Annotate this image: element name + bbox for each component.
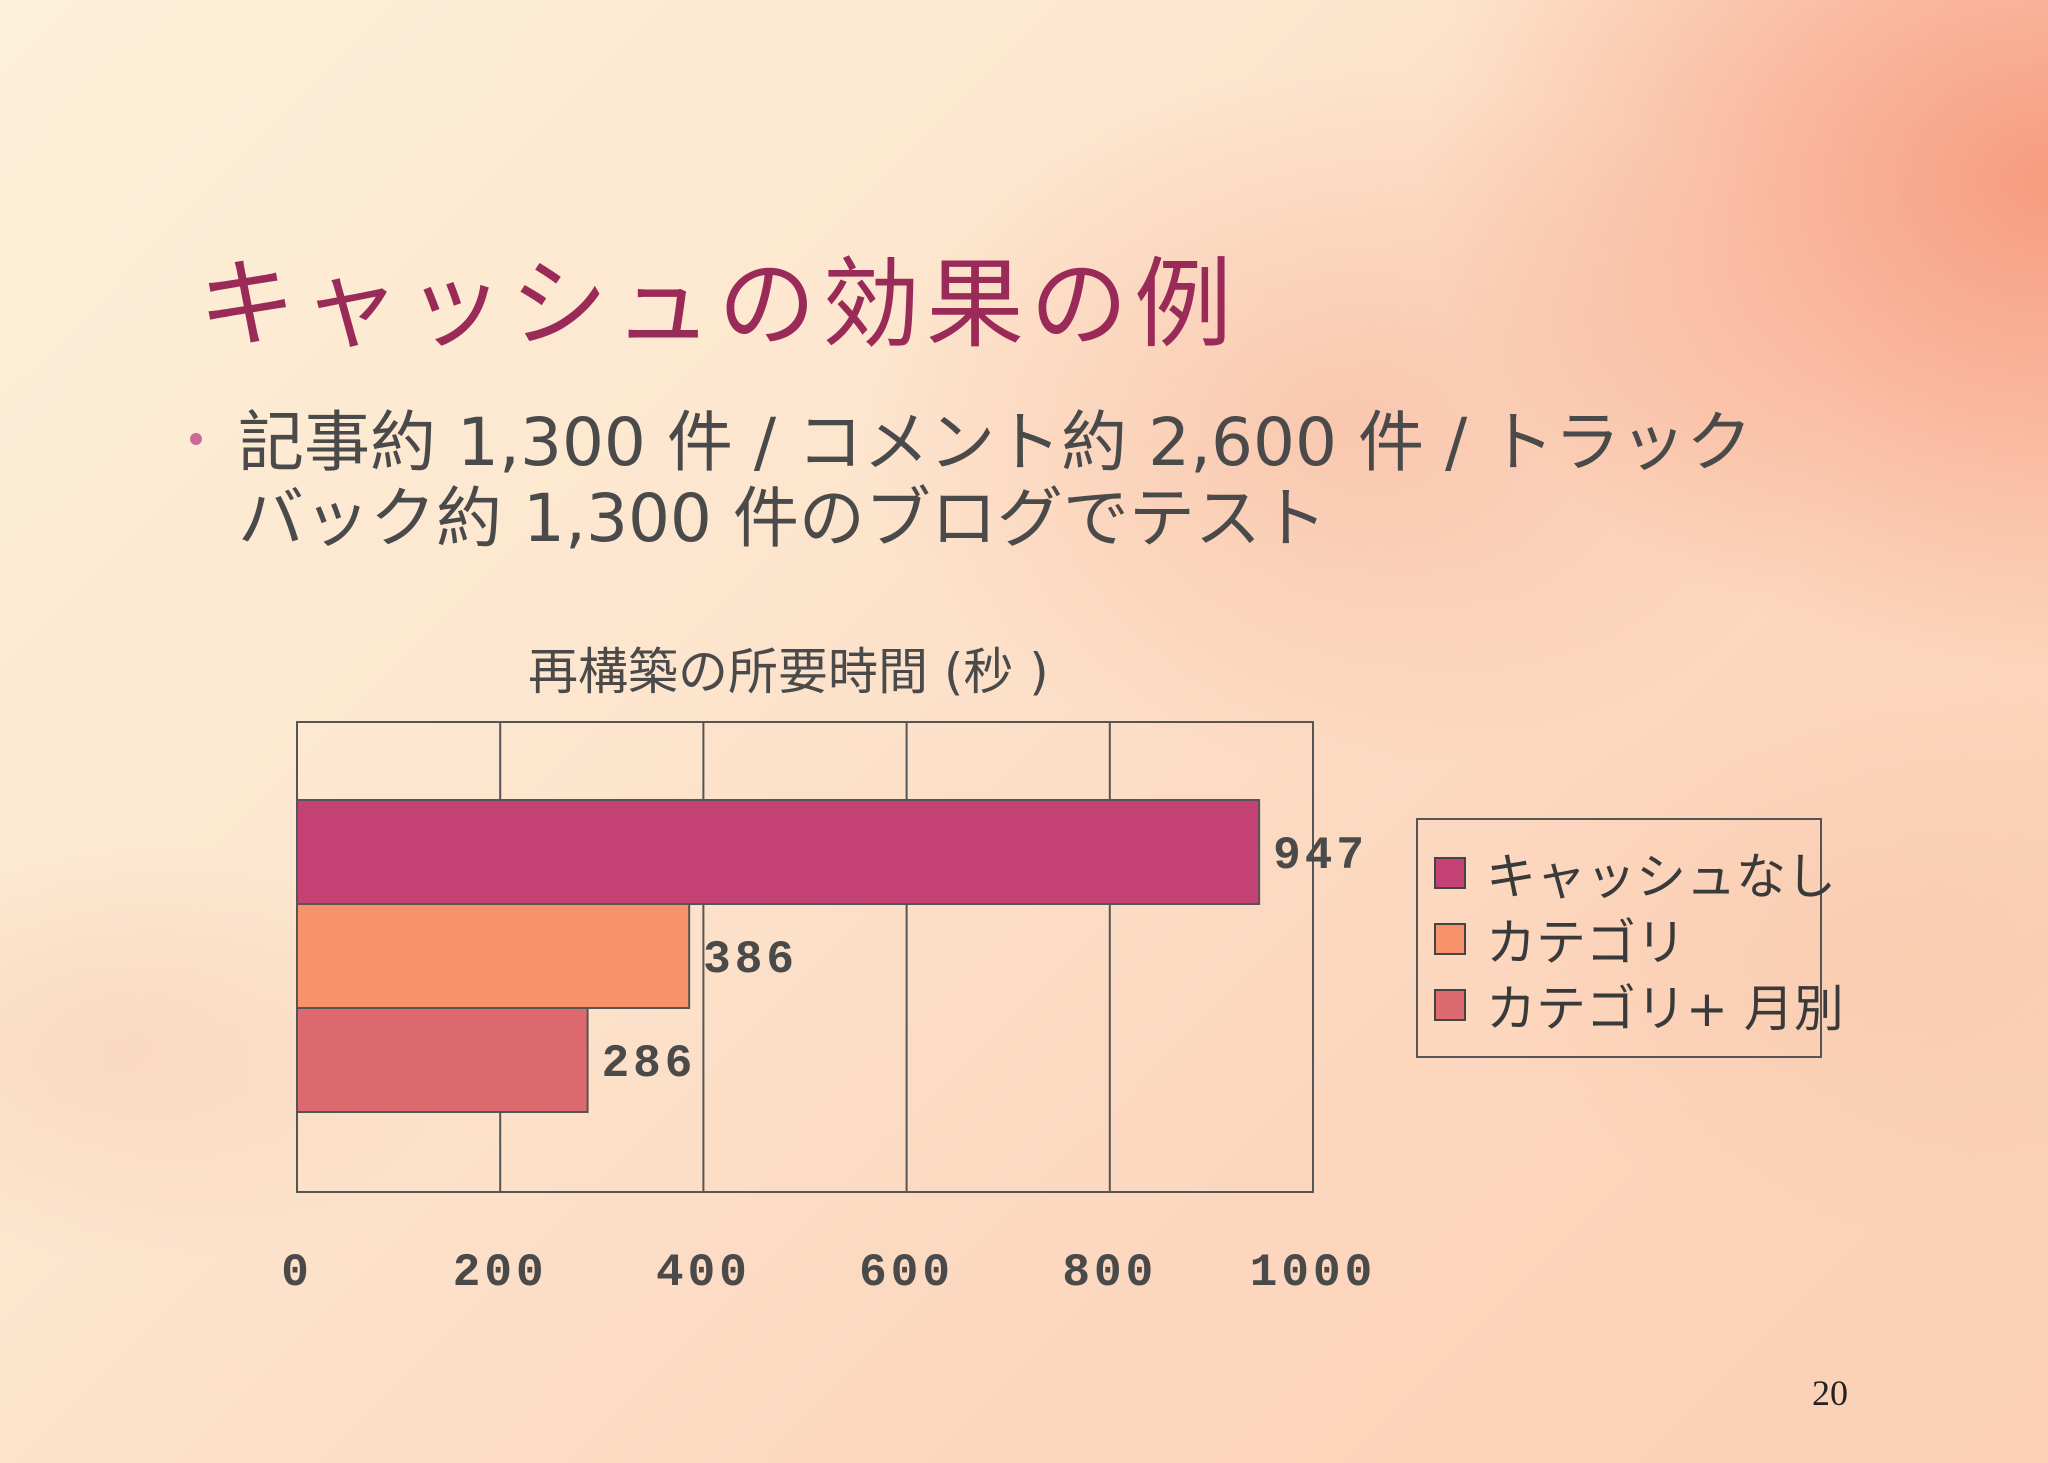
slide-title: キャッシュの効果の例 — [198, 248, 1239, 362]
chart-frame — [296, 721, 1314, 1193]
x-tick-label: 400 — [656, 1247, 751, 1299]
legend-swatch — [1434, 989, 1466, 1021]
bar — [296, 903, 691, 1009]
bar — [296, 799, 1261, 905]
page-number: 20 — [1812, 1373, 1848, 1413]
legend-item: キャッシュなし — [1434, 843, 1836, 906]
legend-swatch — [1434, 857, 1466, 889]
x-tick-label: 1000 — [1250, 1247, 1376, 1299]
chart-x-ticks: 0 200 400 600 800 1000 — [281, 1247, 1376, 1299]
legend-label: キャッシュなし — [1486, 848, 1836, 906]
bullet-list: 記事約 1,300 件 / コメント約 2,600 件 / トラックバック約 1… — [190, 405, 1790, 557]
legend-label: カテゴリ+ 月別 — [1486, 980, 1844, 1038]
legend-item: カテゴリ+ 月別 — [1434, 975, 1844, 1038]
bar-value-label: 947 — [1273, 830, 1368, 882]
bullet-text: 記事約 1,300 件 / コメント約 2,600 件 / トラックバック約 1… — [238, 404, 1753, 557]
plot-area-border — [296, 721, 1314, 1193]
x-tick-label: 600 — [859, 1247, 954, 1299]
legend-item: カテゴリ — [1434, 909, 1686, 972]
bar-value-label: 386 — [703, 934, 798, 986]
x-tick-label: 800 — [1062, 1247, 1157, 1299]
legend-swatch — [1434, 923, 1466, 955]
chart-legend: キャッシュなし カテゴリ カテゴリ+ 月別 — [1416, 818, 1844, 1058]
x-tick-label: 200 — [453, 1247, 548, 1299]
bar — [296, 1007, 589, 1113]
x-tick-label: 0 — [281, 1247, 313, 1299]
chart-title: 再構築の所要時間 (秒 ) — [528, 643, 1049, 701]
bar-value-label: 286 — [602, 1038, 697, 1090]
legend-label: カテゴリ — [1486, 914, 1686, 972]
bullet-dot-icon — [190, 433, 202, 445]
